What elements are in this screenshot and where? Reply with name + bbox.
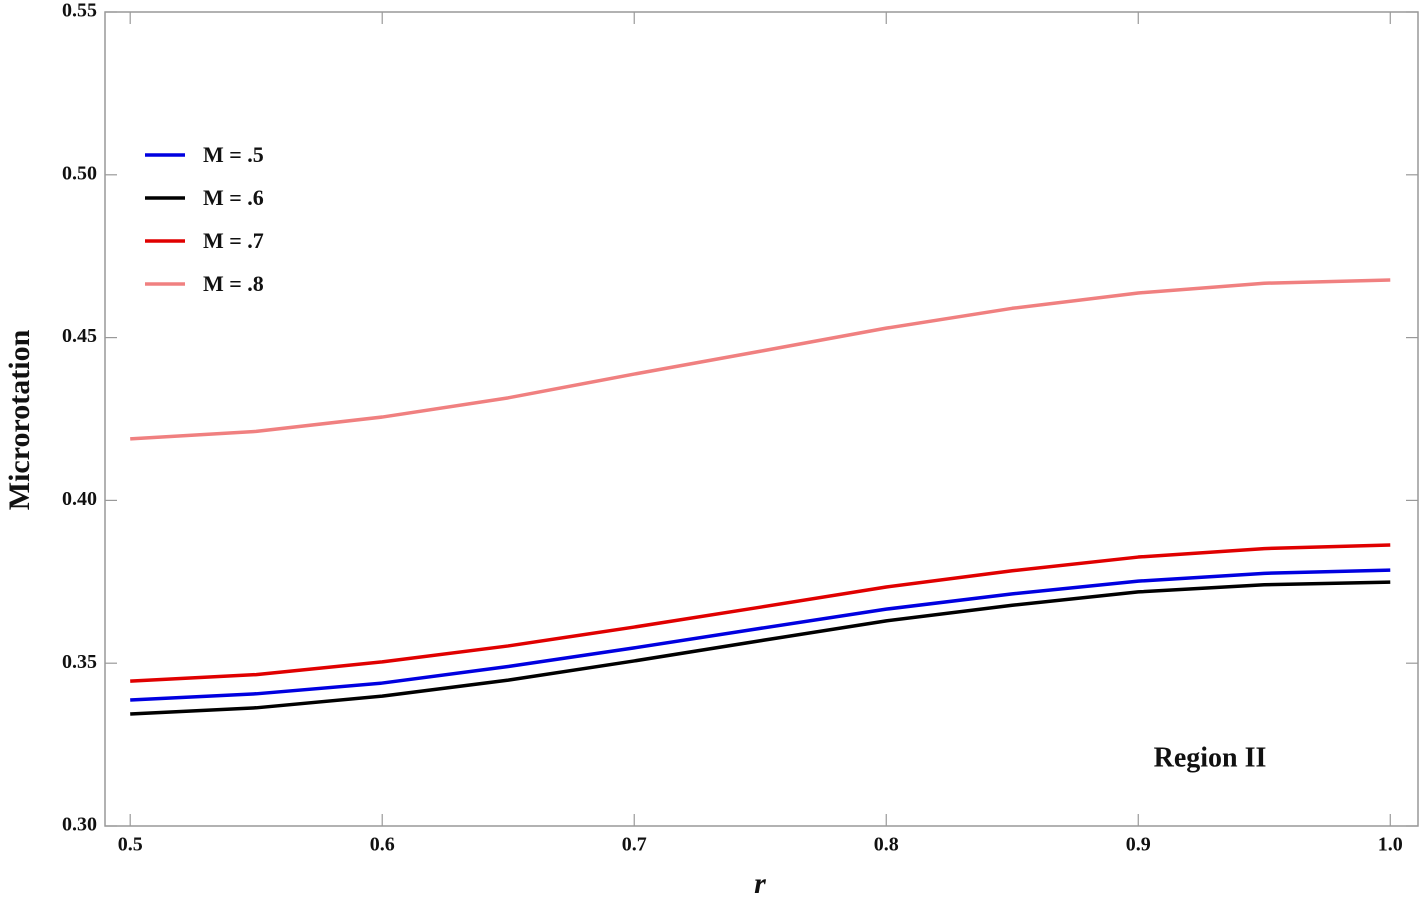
- x-tick-label: 0.6: [370, 834, 395, 856]
- plot-frame: [104, 11, 1419, 827]
- legend-label: M = .8: [203, 271, 264, 296]
- y-tick-label: 0.30: [62, 814, 97, 836]
- y-tick-label: 0.35: [62, 651, 97, 673]
- y-tick-label: 0.40: [62, 488, 97, 510]
- series-line: [130, 580, 1391, 716]
- x-axis-label: r: [754, 867, 766, 900]
- y-tick-label: 0.55: [62, 0, 97, 22]
- series-line: [130, 543, 1391, 683]
- x-tick-label: 0.8: [874, 834, 899, 856]
- x-tick-label: 1.0: [1378, 834, 1403, 856]
- x-tick-label: 0.9: [1126, 834, 1151, 856]
- legend-label: M = .5: [203, 142, 264, 167]
- annotation: Region II: [1154, 742, 1267, 773]
- y-axis-label: Microrotation: [3, 329, 36, 510]
- y-tick-label: 0.50: [62, 162, 97, 184]
- legend-label: M = .6: [203, 185, 264, 210]
- legend-label: M = .7: [203, 228, 264, 253]
- y-tick-label: 0.45: [62, 325, 97, 347]
- x-tick-label: 0.5: [118, 834, 143, 856]
- series-line: [130, 278, 1391, 441]
- x-tick-label: 0.7: [622, 834, 647, 856]
- series-line: [130, 568, 1391, 702]
